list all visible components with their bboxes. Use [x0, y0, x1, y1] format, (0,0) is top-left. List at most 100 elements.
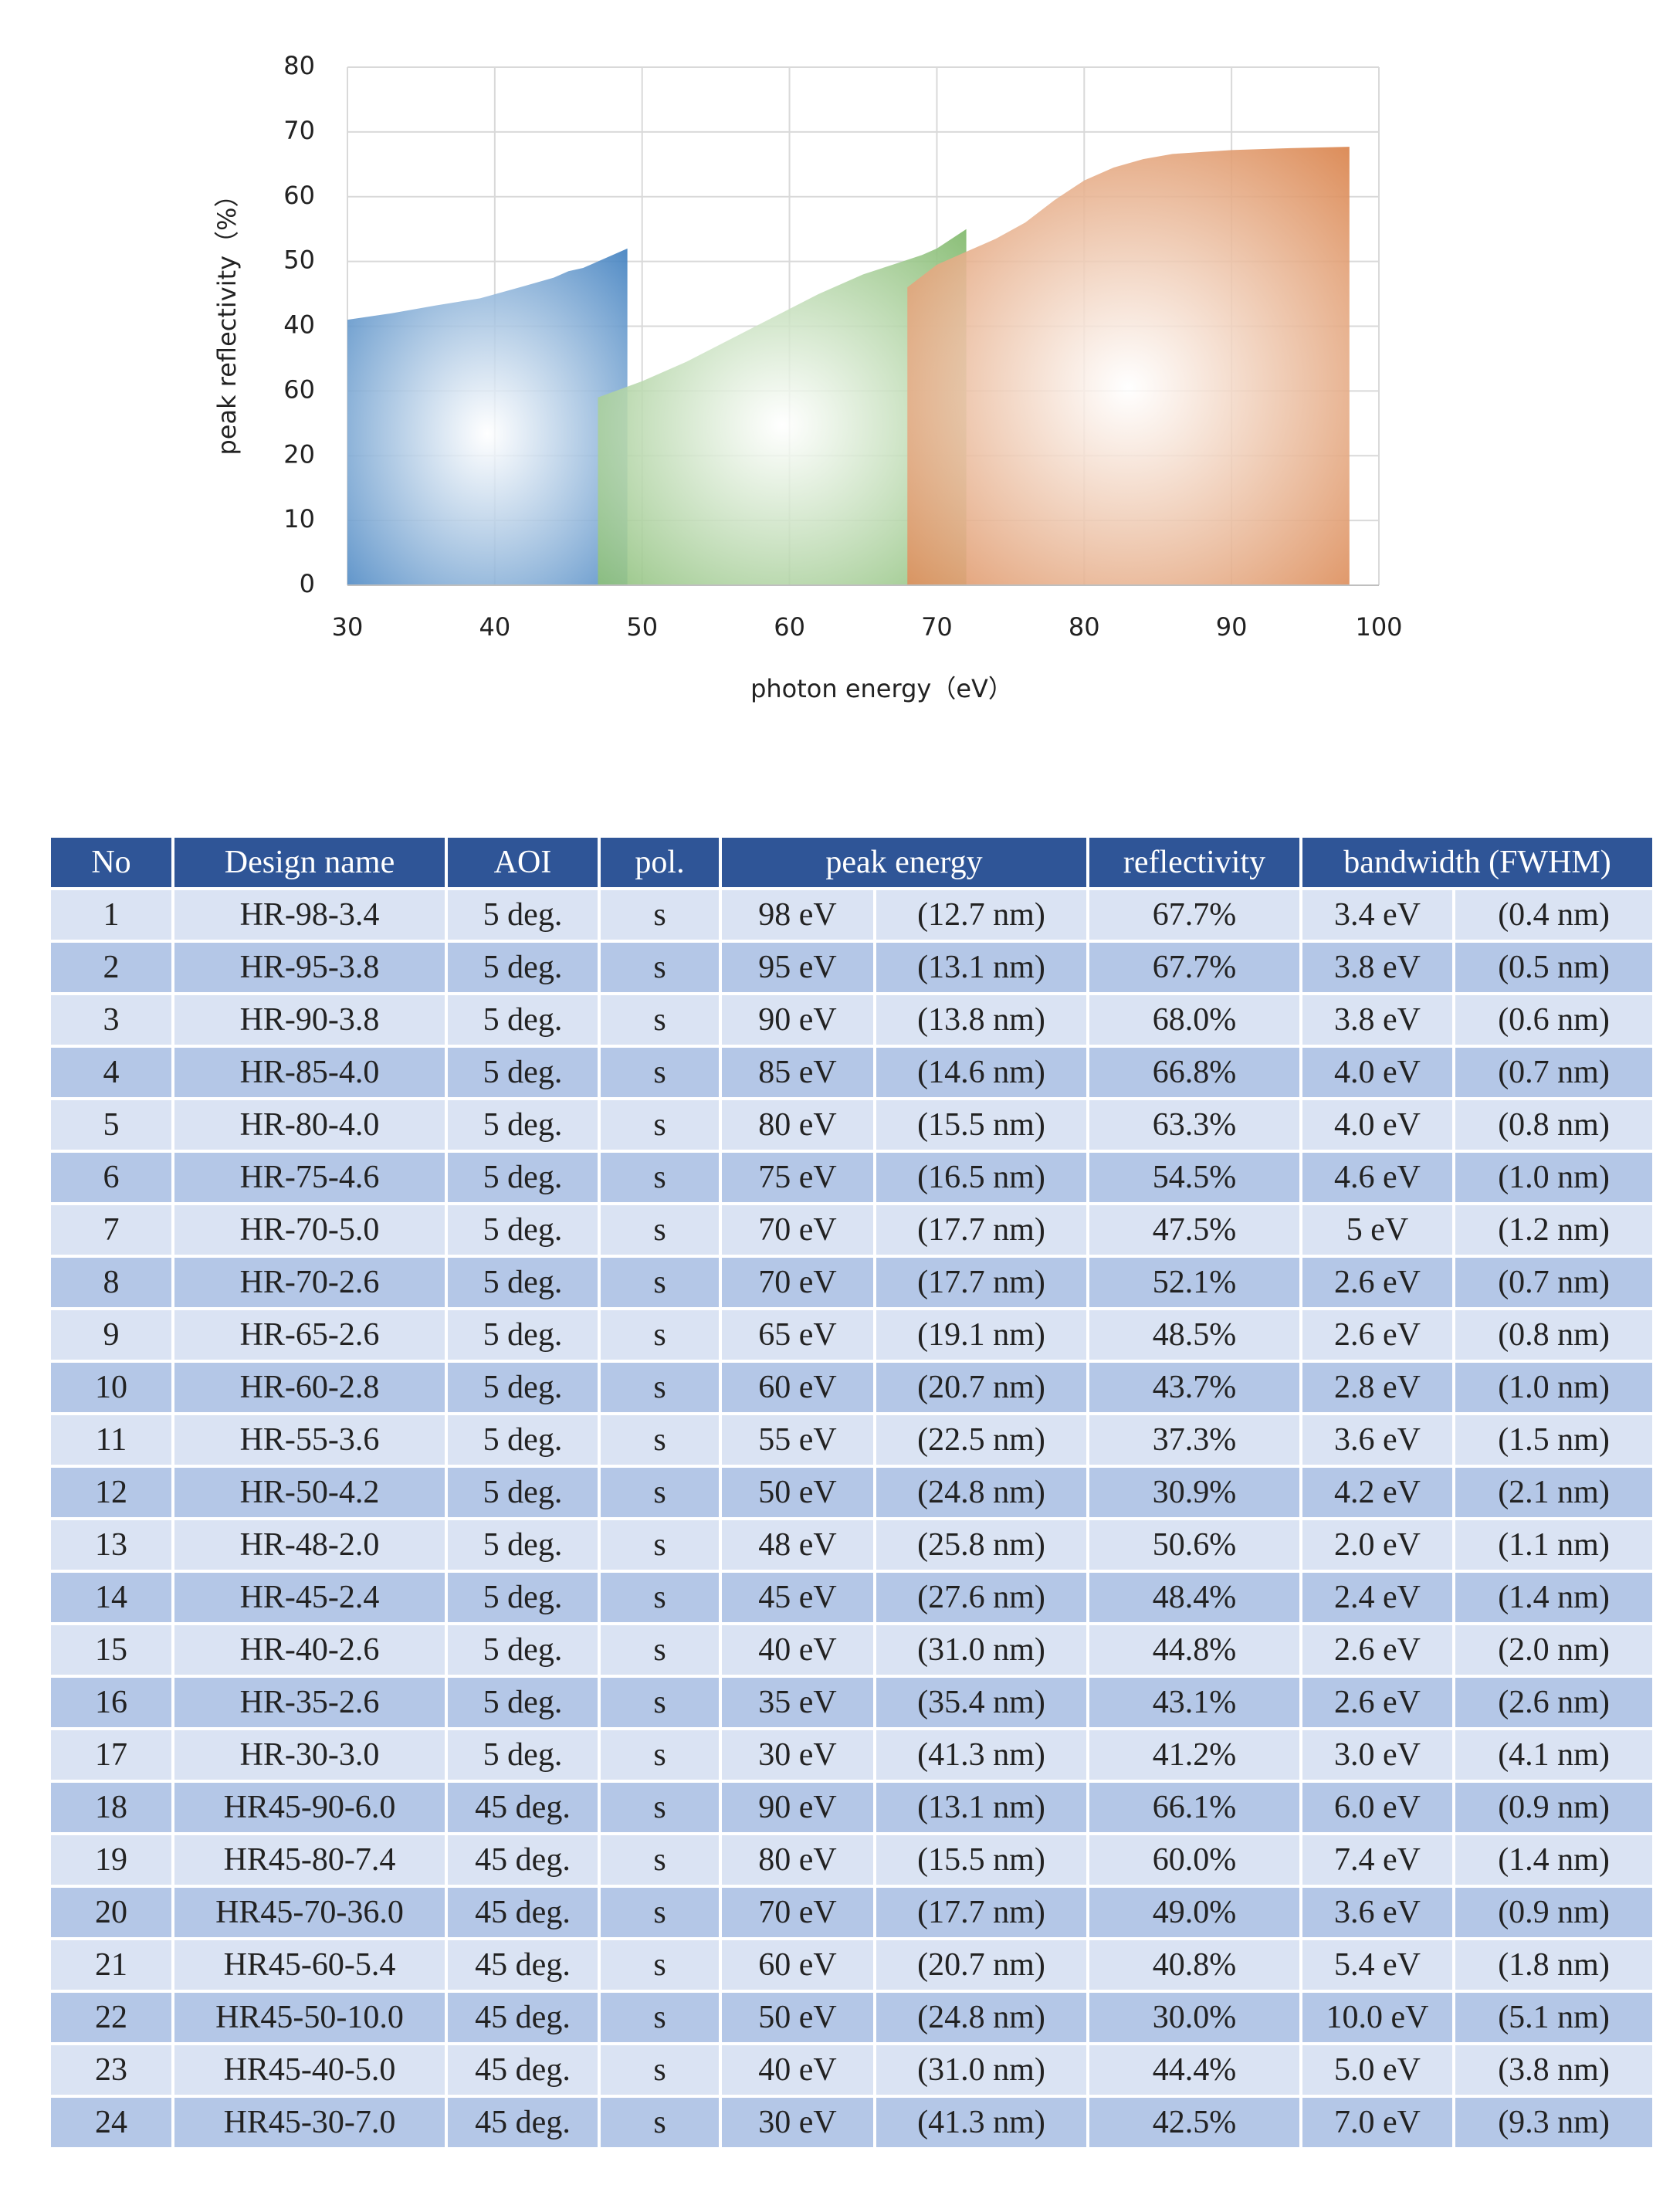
header-cell: pol. [601, 838, 719, 887]
y-tick-label: 0 [300, 569, 315, 598]
table-cell: 45 deg. [448, 1940, 598, 1990]
table-cell: (0.6 nm) [1455, 995, 1653, 1045]
table-cell: 16 [51, 1678, 171, 1727]
table-cell: 95 eV [722, 943, 873, 992]
table-row: 13 HR-48-2.0 5 deg. s 48 eV (25.8 nm) 50.6% 2.0… [51, 1520, 1653, 1570]
table-cell: HR-40-2.6 [174, 1625, 445, 1675]
x-tick-label: 50 [626, 612, 658, 642]
table-cell: (0.7 nm) [1455, 1258, 1653, 1307]
table-cell: HR-48-2.0 [174, 1520, 445, 1570]
table-cell: (16.5 nm) [876, 1153, 1087, 1202]
table-cell: 30 eV [722, 1730, 873, 1780]
table-cell: 48.4% [1089, 1573, 1300, 1622]
table-cell: HR-70-2.6 [174, 1258, 445, 1307]
table-cell: 5 deg. [448, 1678, 598, 1727]
table-cell: (1.8 nm) [1455, 1940, 1653, 1990]
table-cell: (0.9 nm) [1455, 1888, 1653, 1937]
table-cell: 3.4 eV [1302, 890, 1453, 940]
table-cell: 50.6% [1089, 1520, 1300, 1570]
table-cell: 4.6 eV [1302, 1153, 1453, 1202]
table-cell: 5.0 eV [1302, 2045, 1453, 2095]
table-cell: 55 eV [722, 1415, 873, 1465]
table-cell: (5.1 nm) [1455, 1993, 1653, 2042]
table-cell: (24.8 nm) [876, 1468, 1087, 1517]
table-cell: 22 [51, 1993, 171, 2042]
table-row: 5 HR-80-4.0 5 deg. s 80 eV (15.5 nm) 63.3% 4.0 … [51, 1100, 1653, 1150]
y-tick-label: 20 [283, 439, 315, 469]
table-cell: (2.6 nm) [1455, 1678, 1653, 1727]
table-cell: 40 eV [722, 2045, 873, 2095]
table-cell: (41.3 nm) [876, 1730, 1087, 1780]
table-cell: HR45-40-5.0 [174, 2045, 445, 2095]
table-cell: 14 [51, 1573, 171, 1622]
table-cell: 5 deg. [448, 1100, 598, 1150]
table-cell: 67.7% [1089, 890, 1300, 940]
table-cell: (3.8 nm) [1455, 2045, 1653, 2095]
table-cell: 3.0 eV [1302, 1730, 1453, 1780]
table-cell: 17 [51, 1730, 171, 1780]
table-cell: 43.7% [1089, 1363, 1300, 1412]
table-cell: 2.6 eV [1302, 1678, 1453, 1727]
table-cell: 41.2% [1089, 1730, 1300, 1780]
header-cell: reflectivity [1089, 838, 1300, 887]
table-cell: 5 deg. [448, 1730, 598, 1780]
table-cell: s [601, 1520, 719, 1570]
table-cell: 50 eV [722, 1468, 873, 1517]
x-tick-label: 40 [479, 612, 510, 642]
table-cell: 19 [51, 1835, 171, 1885]
table-cell: (35.4 nm) [876, 1678, 1087, 1727]
table-cell: 42.5% [1089, 2098, 1300, 2147]
table-cell: s [601, 1835, 719, 1885]
table-cell: s [601, 1100, 719, 1150]
table-cell: s [601, 1678, 719, 1727]
table-cell: 2.6 eV [1302, 1625, 1453, 1675]
table-cell: (0.8 nm) [1455, 1310, 1653, 1360]
table-cell: (1.0 nm) [1455, 1363, 1653, 1412]
table-row: 18 HR45-90-6.0 45 deg. s 90 eV (13.1 nm) 66.1%… [51, 1783, 1653, 1832]
table-cell: 4.2 eV [1302, 1468, 1453, 1517]
table-cell: (15.5 nm) [876, 1835, 1087, 1885]
table-cell: s [601, 1153, 719, 1202]
table-cell: HR-85-4.0 [174, 1048, 445, 1097]
table-cell: s [601, 1468, 719, 1517]
table-cell: 7 [51, 1205, 171, 1255]
table-cell: 50 eV [722, 1993, 873, 2042]
table-cell: (0.9 nm) [1455, 1783, 1653, 1832]
table-row: 8 HR-70-2.6 5 deg. s 70 eV (17.7 nm) 52.1% 2.6 … [51, 1258, 1653, 1307]
table-cell: (0.4 nm) [1455, 890, 1653, 940]
table-row: 21 HR45-60-5.4 45 deg. s 60 eV (20.7 nm) 40.8%… [51, 1940, 1653, 1990]
table-cell: 60.0% [1089, 1835, 1300, 1885]
table-cell: 2.8 eV [1302, 1363, 1453, 1412]
table-cell: HR-70-5.0 [174, 1205, 445, 1255]
table-cell: 3.8 eV [1302, 943, 1453, 992]
table-cell: 63.3% [1089, 1100, 1300, 1150]
table-cell: (0.5 nm) [1455, 943, 1653, 992]
table-cell: 30 eV [722, 2098, 873, 2147]
table-cell: 5 deg. [448, 1310, 598, 1360]
x-tick-label: 30 [332, 612, 364, 642]
table-cell: 54.5% [1089, 1153, 1300, 1202]
table-cell: (20.7 nm) [876, 1940, 1087, 1990]
table-cell: 30.0% [1089, 1993, 1300, 2042]
table-cell: (1.4 nm) [1455, 1835, 1653, 1885]
table-cell: 5 deg. [448, 1153, 598, 1202]
x-axis-title: photon energy（eV） [750, 674, 1013, 703]
header-cell: AOI [448, 838, 598, 887]
table-cell: (0.8 nm) [1455, 1100, 1653, 1150]
x-tick-label: 90 [1216, 612, 1248, 642]
table-cell: 8 [51, 1258, 171, 1307]
table-cell: 5 deg. [448, 1625, 598, 1675]
table-cell: s [601, 890, 719, 940]
table-cell: 40 eV [722, 1625, 873, 1675]
table-cell: (27.6 nm) [876, 1573, 1087, 1622]
table-cell: 4.0 eV [1302, 1048, 1453, 1097]
table-cell: 2 [51, 943, 171, 992]
table-row: 3 HR-90-3.8 5 deg. s 90 eV (13.8 nm) 68.0% 3.8 … [51, 995, 1653, 1045]
table-cell: 5 deg. [448, 943, 598, 992]
table-cell: 13 [51, 1520, 171, 1570]
table-row: 14 HR-45-2.4 5 deg. s 45 eV (27.6 nm) 48.4% 2.4… [51, 1573, 1653, 1622]
table-cell: (1.2 nm) [1455, 1205, 1653, 1255]
table-row: 7 HR-70-5.0 5 deg. s 70 eV (17.7 nm) 47.5% 5 eV… [51, 1205, 1653, 1255]
table-cell: (0.7 nm) [1455, 1048, 1653, 1097]
